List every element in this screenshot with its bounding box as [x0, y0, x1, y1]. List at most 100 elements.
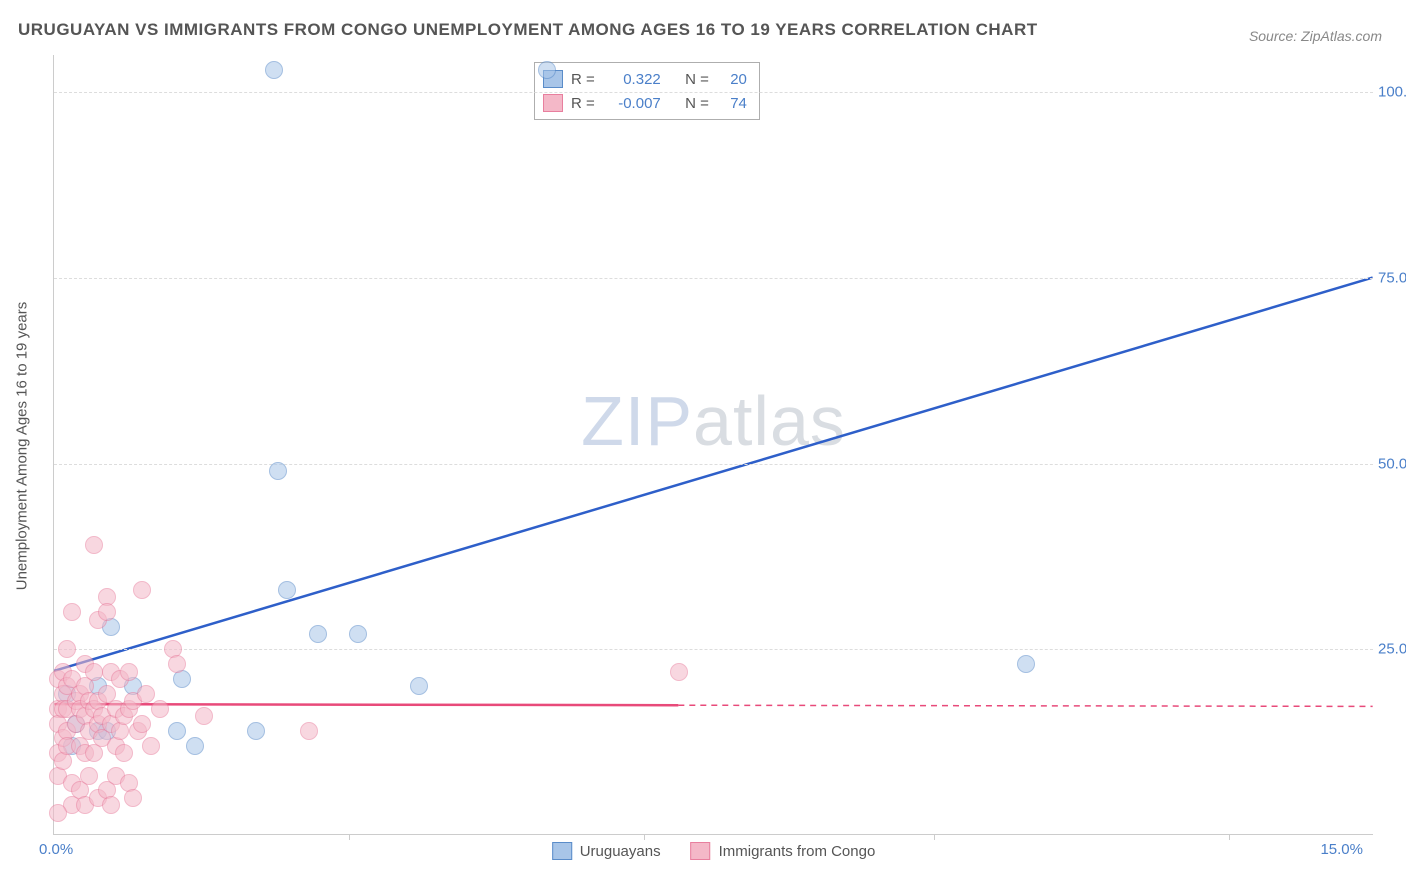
scatter-point [76, 744, 94, 762]
scatter-point [71, 685, 89, 703]
scatter-point [80, 722, 98, 740]
scatter-point [76, 655, 94, 673]
scatter-point [80, 692, 98, 710]
scatter-point [102, 663, 120, 681]
x-tick-mark [644, 834, 645, 840]
scatter-point [102, 618, 120, 636]
x-tick-mark [349, 834, 350, 840]
series-name: Immigrants from Congo [719, 843, 876, 860]
scatter-point [89, 715, 107, 733]
y-tick-label: 50.0% [1378, 455, 1406, 472]
y-tick-label: 75.0% [1378, 269, 1406, 286]
chart-source: Source: ZipAtlas.com [1249, 28, 1382, 44]
scatter-point [124, 677, 142, 695]
legend-swatch [543, 70, 563, 88]
scatter-point [309, 625, 327, 643]
gridline-horizontal [54, 649, 1373, 650]
scatter-point [1017, 655, 1035, 673]
scatter-point [98, 588, 116, 606]
scatter-point [63, 796, 81, 814]
legend-swatch [552, 842, 572, 860]
scatter-point [89, 789, 107, 807]
scatter-point [111, 670, 129, 688]
scatter-point [76, 677, 94, 695]
scatter-point [54, 663, 72, 681]
scatter-point [269, 462, 287, 480]
r-value: 0.322 [603, 71, 661, 88]
correlation-legend-row: R =-0.007 N =74 [543, 91, 747, 115]
n-label: N = [685, 95, 709, 112]
scatter-point [76, 796, 94, 814]
y-tick-label: 25.0% [1378, 641, 1406, 658]
scatter-point [151, 700, 169, 718]
scatter-point [98, 603, 116, 621]
scatter-point [89, 677, 107, 695]
y-axis-label: Unemployment Among Ages 16 to 19 years [14, 302, 31, 591]
scatter-point [102, 796, 120, 814]
scatter-point [54, 685, 72, 703]
scatter-point [71, 700, 89, 718]
scatter-point [133, 715, 151, 733]
scatter-point [115, 707, 133, 725]
chart-title: URUGUAYAN VS IMMIGRANTS FROM CONGO UNEMP… [18, 20, 1038, 40]
chart-container: URUGUAYAN VS IMMIGRANTS FROM CONGO UNEMP… [0, 0, 1406, 892]
n-value: 74 [717, 95, 747, 112]
watermark: ZIPatlas [581, 381, 846, 461]
watermark-atlas: atlas [693, 382, 846, 460]
scatter-point [85, 700, 103, 718]
scatter-point [89, 611, 107, 629]
scatter-point [349, 625, 367, 643]
scatter-point [71, 737, 89, 755]
scatter-point [300, 722, 318, 740]
scatter-point [63, 670, 81, 688]
scatter-point [410, 677, 428, 695]
scatter-point [76, 707, 94, 725]
x-tick-label: 0.0% [39, 841, 73, 858]
scatter-point [49, 804, 67, 822]
scatter-point [54, 752, 72, 770]
scatter-point [98, 781, 116, 799]
scatter-point [247, 722, 265, 740]
scatter-point [58, 677, 76, 695]
scatter-point [102, 715, 120, 733]
x-tick-mark [1229, 834, 1230, 840]
scatter-point [93, 729, 111, 747]
legend-swatch [543, 94, 563, 112]
scatter-point [67, 715, 85, 733]
scatter-point [58, 700, 76, 718]
trend-line-dashed [678, 705, 1372, 706]
scatter-point [67, 715, 85, 733]
scatter-point [49, 767, 67, 785]
trend-line-solid [54, 704, 678, 705]
series-legend-item: Immigrants from Congo [691, 842, 876, 860]
scatter-point [115, 744, 133, 762]
scatter-point [265, 61, 283, 79]
scatter-point [133, 581, 151, 599]
scatter-point [195, 707, 213, 725]
scatter-point [85, 536, 103, 554]
correlation-legend: R =0.322 N =20R =-0.007 N =74 [534, 62, 760, 120]
series-name: Uruguayans [580, 843, 661, 860]
trend-line-solid [54, 278, 1372, 671]
n-label: N = [685, 71, 709, 88]
plot-area: ZIPatlas R =0.322 N =20R =-0.007 N =74 U… [53, 55, 1373, 835]
scatter-point [142, 737, 160, 755]
scatter-point [168, 655, 186, 673]
scatter-point [670, 663, 688, 681]
x-tick-label: 15.0% [1320, 841, 1363, 858]
scatter-point [49, 700, 67, 718]
scatter-point [111, 722, 129, 740]
scatter-point [107, 737, 125, 755]
scatter-point [80, 767, 98, 785]
gridline-horizontal [54, 278, 1373, 279]
scatter-point [98, 722, 116, 740]
r-label: R = [571, 95, 595, 112]
scatter-point [63, 737, 81, 755]
scatter-point [124, 789, 142, 807]
scatter-point [67, 692, 85, 710]
scatter-point [107, 700, 125, 718]
correlation-legend-row: R =0.322 N =20 [543, 67, 747, 91]
n-value: 20 [717, 71, 747, 88]
scatter-point [58, 685, 76, 703]
scatter-point [120, 663, 138, 681]
